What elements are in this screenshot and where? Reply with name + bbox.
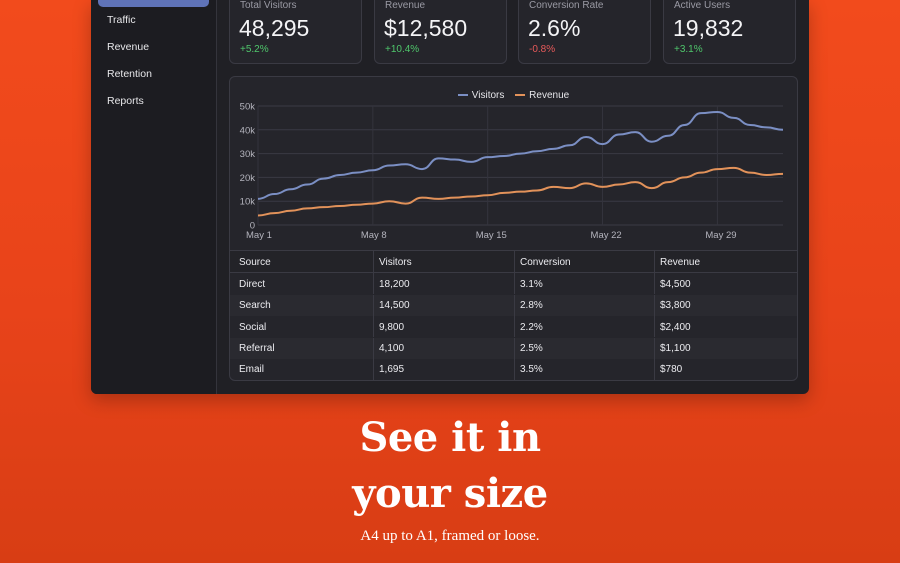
sidebar-item-reports[interactable]: Reports xyxy=(107,95,144,107)
sidebar-active-item[interactable] xyxy=(98,0,209,7)
y-tick-label: 10k xyxy=(240,197,256,208)
x-tick-label: May 1 xyxy=(246,230,272,241)
main-content: Total Visitors 48,295 +5.2% Revenue $12,… xyxy=(216,0,809,394)
visitors-swatch-icon xyxy=(457,94,468,96)
table-cell: 18,200 xyxy=(379,278,410,290)
stat-card-value: 48,295 xyxy=(239,15,310,41)
table-row[interactable]: Social 9,800 2.2% $2,400 xyxy=(230,316,797,338)
sidebar-item-retention[interactable]: Retention xyxy=(107,68,152,80)
stat-card-label: Revenue xyxy=(385,0,426,11)
y-tick-label: 50k xyxy=(240,102,256,113)
sidebar-item-traffic[interactable]: Traffic xyxy=(107,14,136,26)
sidebar-item-revenue[interactable]: Revenue xyxy=(107,41,150,53)
column-header: Conversion xyxy=(520,256,571,268)
column-divider xyxy=(373,337,374,359)
table-cell: 2.2% xyxy=(520,321,543,333)
stat-card-value: $12,580 xyxy=(384,15,468,41)
table-cell: $1,100 xyxy=(660,343,691,355)
stat-card-total-visitors: Total Visitors 48,295 +5.2% xyxy=(229,0,362,64)
promo-subtitle: A4 up to A1, framed or loose. xyxy=(360,528,540,544)
column-header: Visitors xyxy=(379,256,412,268)
x-tick-label: May 15 xyxy=(476,230,507,241)
stat-card-label: Active Users xyxy=(674,0,731,11)
table-cell: 9,800 xyxy=(379,321,405,333)
table-cell: $780 xyxy=(660,364,683,376)
table-row[interactable]: Direct 18,200 3.1% $4,500 xyxy=(230,273,797,295)
legend-label: Visitors xyxy=(471,89,505,101)
table-cell: 3.5% xyxy=(520,364,543,376)
column-divider xyxy=(654,337,655,359)
column-divider xyxy=(373,273,374,295)
line-chart: 0 10k 20k 30k 40k 50k May 1 May 8 May 15 May 22 Ma… xyxy=(240,102,784,241)
column-divider xyxy=(373,294,374,316)
column-divider xyxy=(373,316,374,338)
y-tick-label: 40k xyxy=(240,125,256,136)
stat-card-active-users: Active Users 19,832 +3.1% xyxy=(663,0,796,64)
legend-item-revenue[interactable]: Revenue xyxy=(515,90,569,101)
table-row[interactable]: Search 14,500 2.8% $3,800 xyxy=(230,294,797,317)
x-tick-label: May 8 xyxy=(361,230,387,241)
table-cell: $2,400 xyxy=(660,321,691,333)
stat-card-change: +5.2% xyxy=(240,44,269,55)
y-tick-label: 20k xyxy=(240,173,256,184)
column-divider xyxy=(514,316,515,338)
stat-card-revenue: Revenue $12,580 +10.4% xyxy=(374,0,507,64)
column-divider xyxy=(654,358,655,380)
revenue-swatch-icon xyxy=(515,94,526,96)
stat-card-value: 2.6% xyxy=(528,15,581,41)
sources-table: Source Visitors Conversion Revenue Direct 18,… xyxy=(230,250,797,380)
column-divider xyxy=(654,294,655,316)
stat-card-change: -0.8% xyxy=(529,44,556,55)
y-tick-label: 0 xyxy=(250,221,255,232)
sidebar: Traffic Revenue Retention Reports xyxy=(91,0,217,394)
legend-label: Revenue xyxy=(529,89,570,101)
column-header: Revenue xyxy=(660,256,701,268)
promo-title-line-2: your size xyxy=(352,470,548,517)
table-row[interactable]: Email 1,695 3.5% $780 xyxy=(230,358,797,380)
table-cell: 2.5% xyxy=(520,343,543,355)
column-divider xyxy=(654,316,655,338)
table-cell: Social xyxy=(239,321,267,333)
stat-card-conversion-rate: Conversion Rate 2.6% -0.8% xyxy=(518,0,651,64)
stat-card-label: Total Visitors xyxy=(240,0,297,11)
dashboard-window: Traffic Revenue Retention Reports Total … xyxy=(91,0,809,394)
x-tick-label: May 29 xyxy=(705,230,736,241)
table-cell: 2.8% xyxy=(520,300,543,312)
y-tick-label: 30k xyxy=(240,149,256,160)
table-row[interactable]: Referral 4,100 2.5% $1,100 xyxy=(230,337,797,359)
column-divider xyxy=(373,251,374,272)
chart-legend: Visitors Revenue xyxy=(230,88,797,101)
table-cell: 14,500 xyxy=(379,300,410,312)
x-tick-label: May 22 xyxy=(591,230,622,241)
column-divider xyxy=(514,273,515,295)
column-divider xyxy=(514,337,515,359)
column-divider xyxy=(514,358,515,380)
table-header[interactable]: Source Visitors Conversion Revenue xyxy=(230,251,797,274)
column-header: Source xyxy=(239,256,271,268)
table-cell: Referral xyxy=(239,343,275,355)
stat-card-value: 19,832 xyxy=(673,15,744,41)
table-cell: 1,695 xyxy=(379,364,405,376)
stat-card-change: +3.1% xyxy=(674,44,703,55)
analytics-panel: Visitors Revenue 0 10k 20k 30k 40k 50k May 1 Ma… xyxy=(229,76,798,381)
stat-card-change: +10.4% xyxy=(385,44,420,55)
legend-item-visitors[interactable]: Visitors xyxy=(457,89,505,101)
table-cell: Email xyxy=(239,364,265,376)
series-line-visitors xyxy=(257,110,784,200)
table-cell: $3,800 xyxy=(660,300,691,312)
column-divider xyxy=(373,358,374,380)
column-divider xyxy=(514,251,515,272)
table-cell: Search xyxy=(239,300,271,312)
table-cell: Direct xyxy=(239,278,266,290)
stat-card-label: Conversion Rate xyxy=(529,0,604,11)
promo-title-line-1: See it in xyxy=(359,414,541,461)
table-cell: $4,500 xyxy=(660,278,691,290)
column-divider xyxy=(514,294,515,316)
column-divider xyxy=(654,273,655,295)
table-cell: 4,100 xyxy=(379,343,405,355)
series-line-revenue xyxy=(257,166,784,217)
column-divider xyxy=(654,251,655,272)
table-cell: 3.1% xyxy=(520,278,543,290)
